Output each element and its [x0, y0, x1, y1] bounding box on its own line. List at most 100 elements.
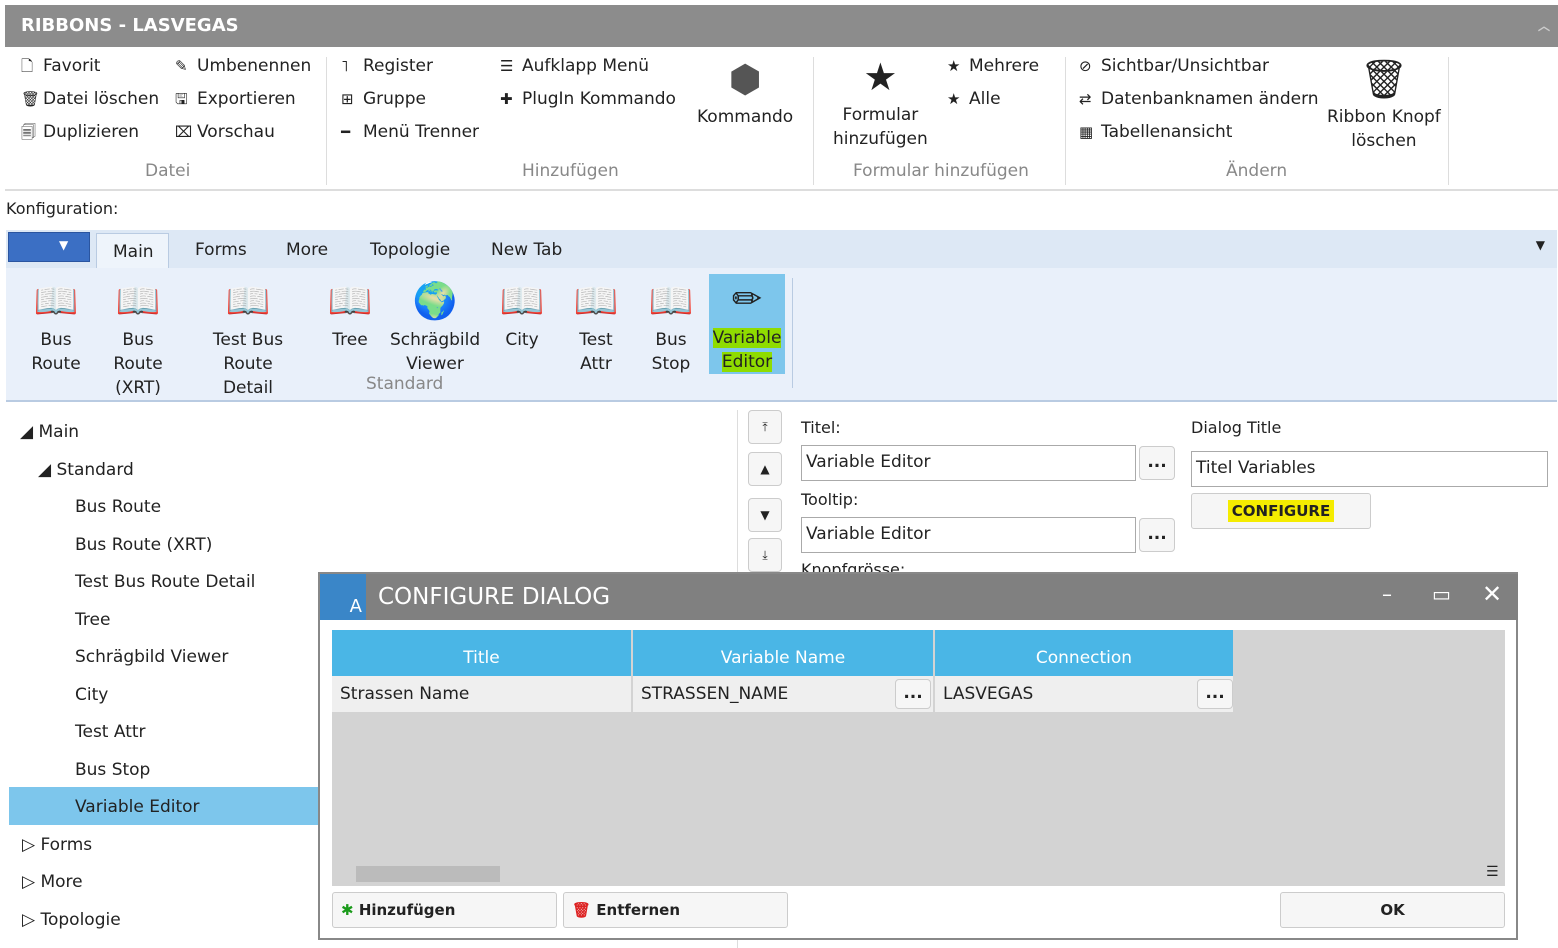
app-menu-button[interactable]: ▼	[8, 232, 90, 262]
column-header-variable-name[interactable]: Variable Name	[633, 630, 935, 676]
bus-route-button[interactable]: 📖 Bus Route	[26, 276, 86, 376]
move-down-button[interactable]: ▼	[748, 498, 782, 532]
configure-button[interactable]: CONFIGURE	[1191, 493, 1371, 529]
tree-node-more[interactable]: ▷ More	[22, 872, 83, 892]
divider	[1065, 57, 1066, 185]
tree-item[interactable]: Bus Route	[75, 497, 162, 517]
bus-route-xrt-button[interactable]: 📖 Bus Route (XRT)	[98, 276, 178, 400]
gruppe-button[interactable]: ⊞ Gruppe	[341, 89, 426, 109]
datenbanknamen-button[interactable]: ⇄ Datenbanknamen ändern	[1079, 89, 1319, 109]
plugin-kommando-button[interactable]: ✚ PlugIn Kommando	[500, 89, 676, 109]
tree-item[interactable]: City	[75, 685, 109, 705]
book-icon: 📖	[648, 281, 694, 322]
city-button[interactable]: 📖 City	[492, 276, 552, 352]
chevron-up-icon[interactable]: ︿	[1537, 19, 1550, 33]
formular-hinzufuegen-button[interactable]: ★ Formular hinzufügen	[833, 51, 928, 151]
titel-input[interactable]: Variable Editor	[801, 445, 1136, 481]
tree-node-main[interactable]: ◢ Main	[20, 422, 80, 442]
kommando-button[interactable]: ⬢ Kommando	[697, 53, 793, 129]
divider	[813, 57, 814, 185]
move-bottom-button[interactable]: ⤓	[748, 538, 782, 572]
group-label-aendern: Ändern	[1226, 161, 1288, 181]
tooltip-label: Tooltip:	[801, 490, 859, 509]
column-header-title[interactable]: Title	[332, 630, 633, 676]
horizontal-scrollbar[interactable]	[356, 866, 500, 882]
tree-item[interactable]: Test Bus Route Detail	[75, 572, 256, 592]
vorschau-button[interactable]: ⌧ Vorschau	[175, 122, 275, 142]
mehrere-button[interactable]: ★ Mehrere	[947, 56, 1040, 76]
maximize-icon[interactable]: ▭	[1432, 582, 1451, 606]
group-icon: ⊞	[341, 90, 354, 108]
group-label-formular: Formular hinzufügen	[853, 161, 1029, 181]
menue-trenner-button[interactable]: ━ Menü Trenner	[341, 122, 480, 142]
tree-node-forms[interactable]: ▷ Forms	[22, 835, 93, 855]
tree-node-topologie[interactable]: ▷ Topologie	[22, 910, 121, 930]
tooltip-browse-button[interactable]: ...	[1139, 518, 1175, 552]
titel-browse-button[interactable]: ...	[1139, 446, 1175, 480]
umbenennen-button[interactable]: ✎ Umbenennen	[175, 56, 312, 76]
test-attr-button[interactable]: 📖 Test Attr	[566, 276, 626, 376]
column-header-connection[interactable]: Connection	[935, 630, 1235, 676]
app-logo-icon: A	[320, 574, 366, 620]
tree-item[interactable]: Schrägbild Viewer	[75, 647, 229, 667]
alle-button[interactable]: ★ Alle	[947, 89, 1001, 109]
variable-browse-button[interactable]: ...	[895, 679, 931, 709]
tree-node-standard[interactable]: ◢ Standard	[38, 460, 134, 480]
export-icon: 🖫	[175, 90, 188, 108]
star-icon: ★	[947, 90, 961, 108]
variable-editor-button[interactable]: ✏ Variable Editor	[709, 274, 785, 374]
tooltip-input[interactable]: Variable Editor	[801, 517, 1136, 553]
book-icon: 📖	[115, 281, 161, 322]
connection-browse-button[interactable]: ...	[1197, 679, 1233, 709]
swap-icon: ⇄	[1079, 90, 1092, 108]
tab-new-tab[interactable]: New Tab	[491, 240, 563, 260]
book-icon: 📖	[33, 281, 79, 322]
entfernen-button[interactable]: 🗑 Entfernen	[563, 892, 788, 928]
cell-variable-name[interactable]: STRASSEN_NAME	[633, 676, 935, 712]
tree-item[interactable]: Bus Stop	[75, 760, 151, 780]
titel-label: Titel:	[801, 418, 841, 437]
ribbon-knopf-loeschen-button[interactable]: 🗑 Ribbon Knopf löschen	[1327, 53, 1441, 153]
bus-stop-button[interactable]: 📖 Bus Stop	[641, 276, 701, 376]
dialog-title-input[interactable]: Titel Variables	[1191, 451, 1548, 487]
variables-grid: Title Variable Name Connection Strassen …	[332, 630, 1505, 886]
separator-icon: ━	[341, 123, 351, 141]
hinzufuegen-button[interactable]: ✱ Hinzufügen	[332, 892, 557, 928]
tree-button[interactable]: 📖 Tree	[320, 276, 380, 352]
schraegbild-viewer-button[interactable]: 🌍 Schrägbild Viewer	[390, 276, 480, 376]
book-icon: 📖	[499, 281, 545, 322]
chevron-down-icon[interactable]: ▼	[1535, 238, 1545, 252]
register-button[interactable]: ˥ Register	[341, 56, 433, 76]
tabellenansicht-button[interactable]: ▦ Tabellenansicht	[1079, 122, 1233, 142]
cell-connection[interactable]: LASVEGAS	[935, 676, 1235, 712]
test-bus-route-detail-button[interactable]: 📖 Test Bus Route Detail	[188, 276, 308, 400]
sichtbar-button[interactable]: ⊘ Sichtbar/Unsichtbar	[1079, 56, 1270, 76]
column-chooser-icon[interactable]: ☰	[1486, 864, 1499, 880]
tab-more[interactable]: More	[286, 240, 329, 260]
move-up-button[interactable]: ▲	[748, 452, 782, 486]
tree-item[interactable]: Tree	[75, 610, 111, 630]
tree-item-selected[interactable]: Variable Editor	[75, 797, 200, 817]
window-title-bar: RIBBONS - LASVEGAS ︿	[5, 5, 1558, 47]
datei-loeschen-button[interactable]: 🗑 Datei löschen	[21, 89, 160, 109]
arrow-top-icon: ⤒	[762, 420, 768, 434]
dialog-title: CONFIGURE DIALOG	[378, 584, 611, 610]
tree-item[interactable]: Test Attr	[75, 722, 146, 742]
tree-selection	[9, 787, 319, 825]
tab-topologie[interactable]: Topologie	[370, 240, 451, 260]
configure-dialog: A CONFIGURE DIALOG – ▭ ✕ Title Variable …	[318, 572, 1518, 940]
exportieren-button[interactable]: 🖫 Exportieren	[175, 89, 296, 114]
book-icon: 📖	[225, 281, 271, 322]
tab-forms[interactable]: Forms	[195, 240, 247, 260]
move-top-button[interactable]: ⤒	[748, 410, 782, 444]
aufklapp-menue-button[interactable]: ☰ Aufklapp Menü	[500, 56, 650, 76]
favorit-button[interactable]: 🗋 Favorit	[21, 56, 100, 81]
duplizieren-button[interactable]: 🗐 Duplizieren	[21, 122, 139, 147]
table-icon: ▦	[1079, 123, 1094, 141]
tab-main[interactable]: Main	[96, 233, 169, 269]
ok-button[interactable]: OK	[1280, 892, 1505, 928]
tree-item[interactable]: Bus Route (XRT)	[75, 535, 213, 555]
cell-title[interactable]: Strassen Name	[332, 676, 633, 712]
close-icon[interactable]: ✕	[1482, 580, 1503, 608]
minimize-icon[interactable]: –	[1382, 582, 1392, 606]
